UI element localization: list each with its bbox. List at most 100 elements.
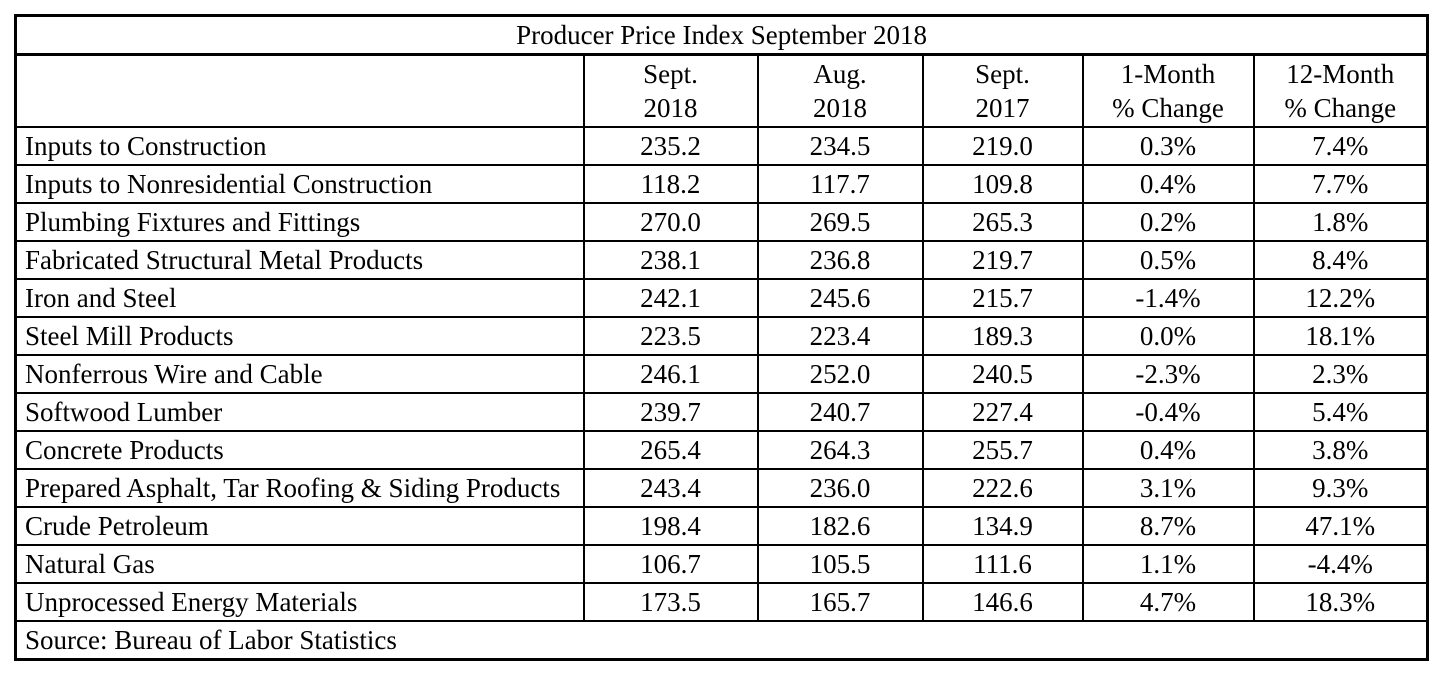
table-title: Producer Price Index September 2018: [14, 14, 1429, 56]
value-cell-12-month-change: 9.3%: [1252, 468, 1429, 508]
header-line-1: Sept.: [975, 59, 1030, 89]
header-line-1: Sept.: [643, 59, 698, 89]
value-cell-1-month-change: 1.1%: [1081, 544, 1255, 584]
value-cell-sept-2018: 223.5: [582, 316, 759, 356]
value-cell-sept-2018: 106.7: [582, 544, 759, 584]
value-cell-aug-2018: 269.5: [756, 202, 924, 242]
header-line-2: 2017: [975, 93, 1030, 123]
value-cell-sept-2018: 246.1: [582, 354, 759, 394]
header-line-2: 2018: [813, 93, 867, 123]
row-label-cell: Concrete Products: [14, 430, 585, 470]
value-cell-12-month-change: 7.4%: [1252, 126, 1429, 166]
row-label-cell: Steel Mill Products: [14, 316, 585, 356]
header-cell-12-month-change: 12-Month % Change: [1252, 53, 1429, 128]
value-cell-sept-2017: 111.6: [921, 544, 1084, 584]
table-row: Fabricated Structural Metal Products 238…: [14, 240, 1429, 280]
header-line-2: % Change: [1284, 93, 1397, 123]
value-cell-1-month-change: 4.7%: [1081, 582, 1255, 622]
value-cell-12-month-change: -4.4%: [1252, 544, 1429, 584]
value-cell-1-month-change: 0.4%: [1081, 164, 1255, 204]
row-label-cell: Iron and Steel: [14, 278, 585, 318]
header-line-1: Aug.: [813, 59, 867, 89]
value-cell-sept-2017: 146.6: [921, 582, 1084, 622]
row-label-cell: Prepared Asphalt, Tar Roofing & Siding P…: [14, 468, 585, 508]
table-row: Inputs to Construction 235.2 234.5 219.0…: [14, 126, 1429, 166]
header-line-1: 1-Month: [1120, 59, 1216, 89]
value-cell-12-month-change: 18.1%: [1252, 316, 1429, 356]
value-cell-sept-2017: 219.7: [921, 240, 1084, 280]
header-cell-sept-2018: Sept. 2018: [582, 53, 759, 128]
value-cell-sept-2018: 243.4: [582, 468, 759, 508]
header-line-2: 2018: [643, 93, 698, 123]
value-cell-aug-2018: 240.7: [756, 392, 924, 432]
value-cell-sept-2017: 240.5: [921, 354, 1084, 394]
row-label-cell: Natural Gas: [14, 544, 585, 584]
table-row: Crude Petroleum 198.4 182.6 134.9 8.7% 4…: [14, 506, 1429, 546]
value-cell-1-month-change: 0.3%: [1081, 126, 1255, 166]
value-cell-12-month-change: 8.4%: [1252, 240, 1429, 280]
value-cell-sept-2017: 134.9: [921, 506, 1084, 546]
row-label-cell: Fabricated Structural Metal Products: [14, 240, 585, 280]
value-cell-sept-2018: 270.0: [582, 202, 759, 242]
value-cell-aug-2018: 223.4: [756, 316, 924, 356]
value-cell-12-month-change: 2.3%: [1252, 354, 1429, 394]
table-row: Plumbing Fixtures and Fittings 270.0 269…: [14, 202, 1429, 242]
row-label-cell: Plumbing Fixtures and Fittings: [14, 202, 585, 242]
header-line-2: % Change: [1112, 93, 1224, 123]
table-row: Inputs to Nonresidential Construction 11…: [14, 164, 1429, 204]
row-label-cell: Crude Petroleum: [14, 506, 585, 546]
table-source-row: Source: Bureau of Labor Statistics: [14, 620, 1429, 661]
table-header-row: Sept. 2018 Aug. 2018 Sept. 2017 1-Month …: [14, 53, 1429, 128]
value-cell-12-month-change: 18.3%: [1252, 582, 1429, 622]
row-label-cell: Inputs to Nonresidential Construction: [14, 164, 585, 204]
value-cell-sept-2018: 242.1: [582, 278, 759, 318]
value-cell-sept-2018: 238.1: [582, 240, 759, 280]
value-cell-sept-2017: 222.6: [921, 468, 1084, 508]
value-cell-aug-2018: 234.5: [756, 126, 924, 166]
table-row: Prepared Asphalt, Tar Roofing & Siding P…: [14, 468, 1429, 508]
header-cell-sept-2017: Sept. 2017: [921, 53, 1084, 128]
table-row: Unprocessed Energy Materials 173.5 165.7…: [14, 582, 1429, 622]
value-cell-sept-2018: 118.2: [582, 164, 759, 204]
value-cell-sept-2017: 255.7: [921, 430, 1084, 470]
value-cell-sept-2018: 239.7: [582, 392, 759, 432]
value-cell-12-month-change: 7.7%: [1252, 164, 1429, 204]
row-label-cell: Nonferrous Wire and Cable: [14, 354, 585, 394]
table-source: Source: Bureau of Labor Statistics: [14, 620, 1429, 661]
value-cell-1-month-change: 0.5%: [1081, 240, 1255, 280]
row-label-cell: Inputs to Construction: [14, 126, 585, 166]
value-cell-sept-2017: 109.8: [921, 164, 1084, 204]
header-line-1: 12-Month: [1286, 59, 1395, 89]
value-cell-12-month-change: 47.1%: [1252, 506, 1429, 546]
value-cell-aug-2018: 252.0: [756, 354, 924, 394]
value-cell-sept-2017: 189.3: [921, 316, 1084, 356]
row-label-cell: Unprocessed Energy Materials: [14, 582, 585, 622]
value-cell-aug-2018: 236.8: [756, 240, 924, 280]
value-cell-aug-2018: 245.6: [756, 278, 924, 318]
row-label-cell: Softwood Lumber: [14, 392, 585, 432]
table-body: Inputs to Construction 235.2 234.5 219.0…: [14, 126, 1429, 622]
header-cell-1-month-change: 1-Month % Change: [1081, 53, 1255, 128]
value-cell-12-month-change: 1.8%: [1252, 202, 1429, 242]
value-cell-1-month-change: 8.7%: [1081, 506, 1255, 546]
value-cell-sept-2017: 265.3: [921, 202, 1084, 242]
value-cell-sept-2017: 227.4: [921, 392, 1084, 432]
value-cell-sept-2017: 215.7: [921, 278, 1084, 318]
value-cell-1-month-change: 3.1%: [1081, 468, 1255, 508]
value-cell-1-month-change: 0.2%: [1081, 202, 1255, 242]
table-row: Natural Gas 106.7 105.5 111.6 1.1% -4.4%: [14, 544, 1429, 584]
value-cell-1-month-change: 0.4%: [1081, 430, 1255, 470]
producer-price-index-table: Producer Price Index September 2018 Sept…: [14, 14, 1430, 661]
header-cell-aug-2018: Aug. 2018: [756, 53, 924, 128]
value-cell-aug-2018: 117.7: [756, 164, 924, 204]
value-cell-aug-2018: 182.6: [756, 506, 924, 546]
value-cell-sept-2018: 198.4: [582, 506, 759, 546]
value-cell-1-month-change: -2.3%: [1081, 354, 1255, 394]
table-row: Softwood Lumber 239.7 240.7 227.4 -0.4% …: [14, 392, 1429, 432]
value-cell-sept-2018: 235.2: [582, 126, 759, 166]
value-cell-12-month-change: 3.8%: [1252, 430, 1429, 470]
table-title-row: Producer Price Index September 2018: [14, 14, 1429, 56]
value-cell-aug-2018: 264.3: [756, 430, 924, 470]
value-cell-1-month-change: 0.0%: [1081, 316, 1255, 356]
